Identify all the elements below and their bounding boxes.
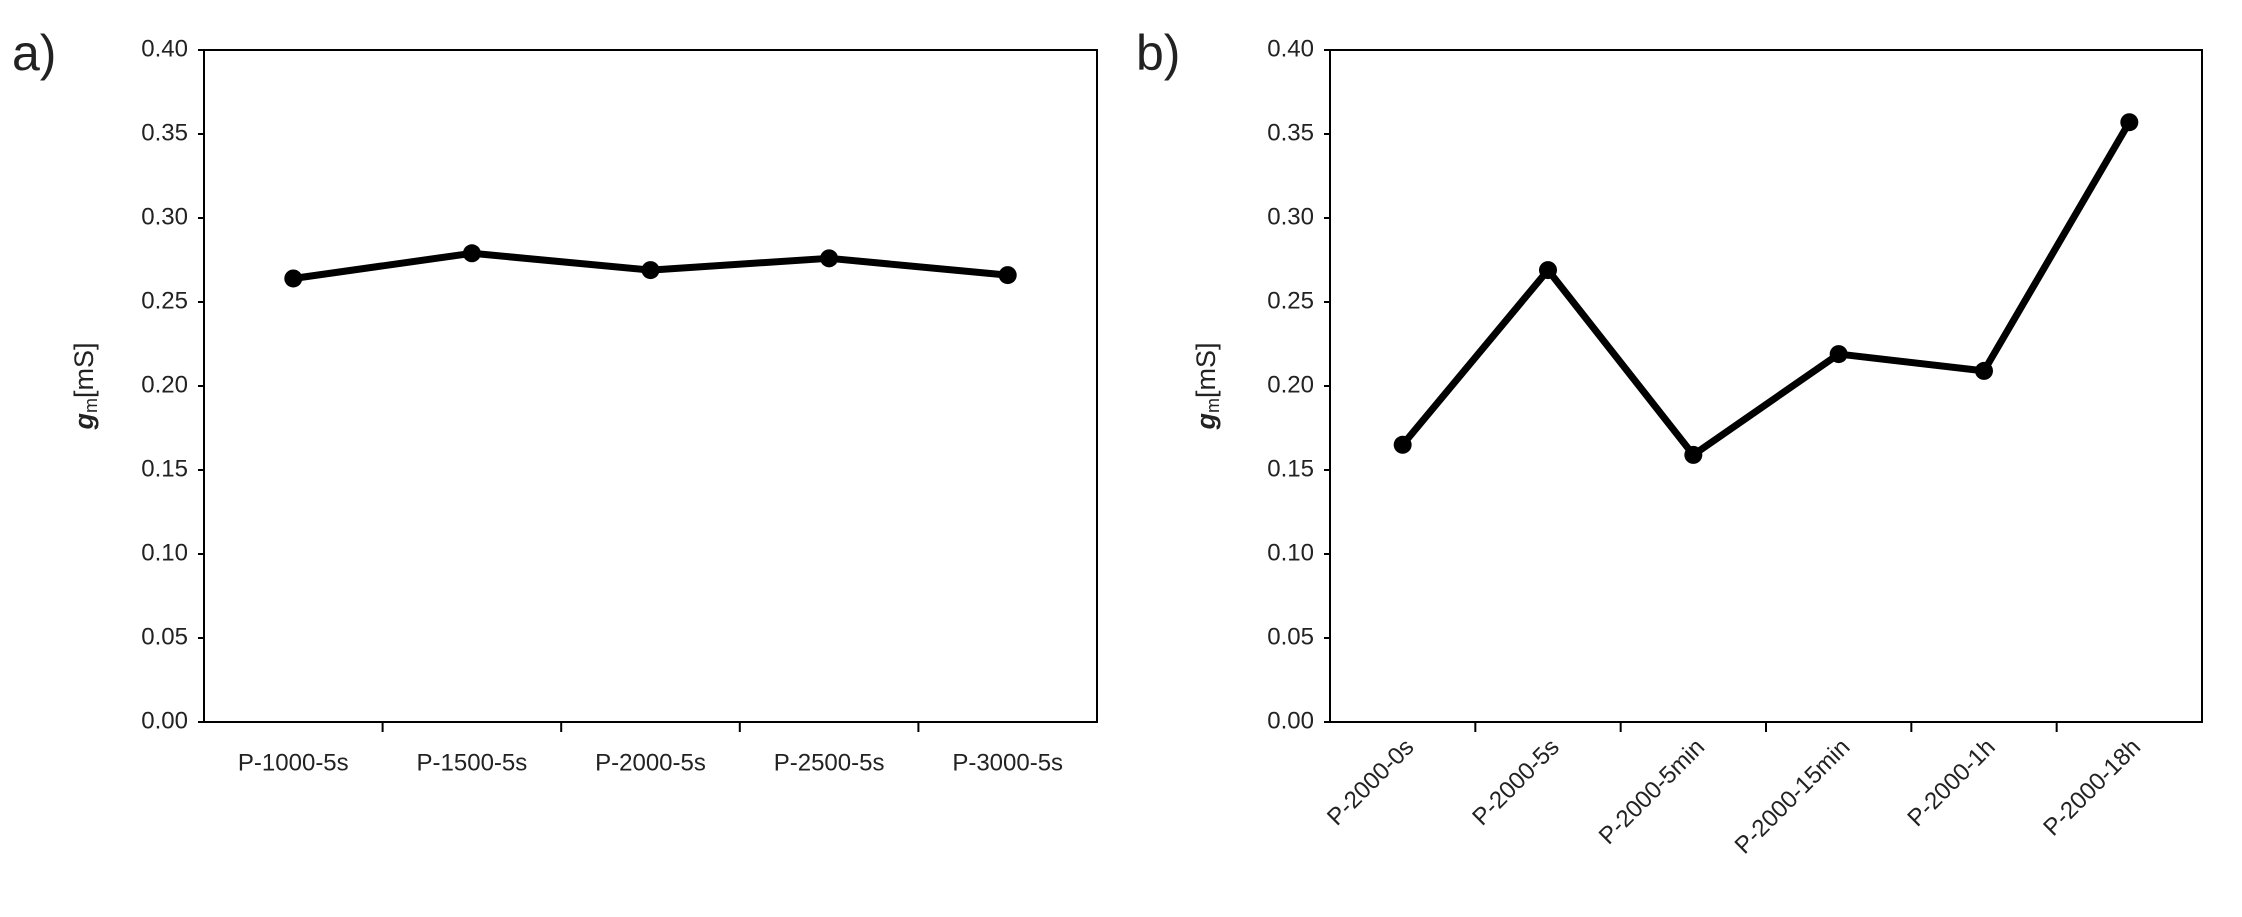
y-tick-label: 0.25 [141, 287, 188, 314]
y-tick-label: 0.00 [141, 707, 188, 734]
panel-label: b) [1136, 25, 1180, 81]
data-point [2120, 113, 2139, 132]
y-tick-label: 0.35 [1267, 119, 1314, 146]
plot-frame [203, 49, 1098, 723]
data-line [1399, 120, 2133, 459]
x-tick-label: P-2000-5s [595, 749, 706, 776]
y-tick-label: 0.35 [141, 119, 188, 146]
x-tick-label: P-2000-18h [2038, 734, 2146, 842]
y-label-subscript: m [1203, 398, 1223, 413]
x-tick-label: P-3000-5s [952, 749, 1063, 776]
x-tick-label: P-2000-15min [1730, 734, 1856, 860]
y-tick-label: 0.25 [1267, 287, 1314, 314]
y-tick-label: 0.40 [1267, 35, 1314, 62]
data-point [641, 261, 660, 280]
x-tick-label: P-2000-0s [1322, 734, 1419, 831]
y-tick-label: 0.40 [141, 35, 188, 62]
y-tick-label: 0.20 [1267, 371, 1314, 398]
x-tick-label: P-2000-1h [1902, 734, 2000, 832]
y-label-unit: [mS] [69, 342, 99, 398]
y-tick-label: 0.10 [1267, 539, 1314, 566]
data-point [284, 269, 303, 288]
y-label-symbol: g [1191, 413, 1221, 431]
y-tick-label: 0.30 [141, 203, 188, 230]
x-tick-label: P-1500-5s [417, 749, 528, 776]
y-axis-label: gm[mS] [1191, 342, 1223, 430]
data-point [820, 249, 839, 268]
panel-label: a) [12, 25, 56, 81]
y-label-symbol: g [69, 413, 99, 431]
x-tick-label: P-2000-5min [1594, 734, 1710, 850]
y-tick-label: 0.15 [141, 455, 188, 482]
data-point [462, 244, 481, 263]
y-label-subscript: m [81, 398, 101, 413]
y-tick-label: 0.00 [1267, 707, 1314, 734]
y-tick-label: 0.05 [141, 623, 188, 650]
y-tick-label: 0.10 [141, 539, 188, 566]
data-point [998, 266, 1017, 285]
y-tick-label: 0.30 [1267, 203, 1314, 230]
y-tick-label: 0.20 [141, 371, 188, 398]
plot-frame [1329, 49, 2203, 723]
data-point [1829, 345, 1848, 364]
y-label-unit: [mS] [1191, 342, 1221, 398]
data-point [1975, 361, 1993, 380]
data-point [1539, 261, 1557, 280]
y-tick-label: 0.15 [1267, 455, 1314, 482]
data-point [1393, 435, 1412, 454]
y-axis-label: gm[mS] [69, 342, 101, 430]
data-point [1684, 445, 1703, 464]
x-tick-label: P-2500-5s [774, 749, 885, 776]
y-tick-label: 0.05 [1267, 623, 1314, 650]
x-tick-label: P-2000-5s [1467, 734, 1564, 831]
x-tick-label: P-1000-5s [238, 749, 349, 776]
